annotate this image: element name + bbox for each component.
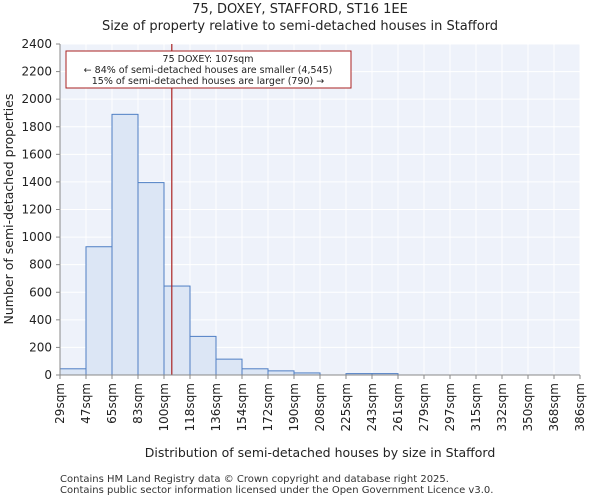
y-tick-label: 2000 — [21, 92, 52, 106]
x-tick-label: 47sqm — [79, 383, 93, 424]
x-tick-label: 368sqm — [547, 383, 561, 431]
bar-154sqm — [241, 368, 269, 376]
y-axis-label: Number of semi-detached properties — [1, 94, 16, 325]
histogram-chart: 75 DOXEY: 107sqm← 84% of semi-detached h… — [1, 37, 587, 460]
x-tick-label: 65sqm — [105, 383, 119, 424]
x-tick-label: 29sqm — [53, 383, 67, 424]
y-tick-label: 0 — [44, 368, 52, 382]
x-tick-label: 100sqm — [157, 383, 171, 431]
annotation-box — [65, 50, 352, 89]
y-tick-label: 1400 — [21, 175, 52, 189]
x-tick-label: 136sqm — [209, 383, 223, 431]
bar-47sqm — [85, 246, 113, 376]
x-axis-label: Distribution of semi-detached houses by … — [145, 445, 496, 460]
x-tick-label: 172sqm — [261, 383, 275, 431]
bar-172sqm — [267, 370, 295, 376]
y-tick-label: 800 — [29, 258, 52, 272]
bar-100sqm — [163, 285, 191, 376]
x-tick-label: 261sqm — [391, 383, 405, 431]
bar-65sqm — [111, 113, 139, 376]
x-tick-label: 279sqm — [417, 383, 431, 431]
y-tick-label: 1000 — [21, 230, 52, 244]
x-tick-label: 83sqm — [131, 383, 145, 424]
y-tick-label: 1200 — [21, 203, 52, 217]
x-tick-label: 332sqm — [495, 383, 509, 431]
annotation-line-3: 15% of semi-detached houses are larger (… — [92, 76, 325, 87]
x-tick-label: 225sqm — [339, 383, 353, 431]
x-tick-label: 297sqm — [443, 383, 457, 431]
chart-subtitle: Size of property relative to semi-detach… — [101, 19, 499, 34]
x-tick-label: 350sqm — [521, 383, 535, 431]
y-tick-label: 200 — [29, 340, 52, 354]
annotation-line-1: 75 DOXEY: 107sqm — [163, 54, 254, 65]
x-tick-label: 208sqm — [313, 383, 327, 431]
bar-118sqm — [189, 335, 217, 376]
x-tick-label: 118sqm — [183, 383, 197, 431]
footer-line-2: Contains public sector information licen… — [60, 485, 494, 496]
y-tick-label: 2400 — [21, 37, 52, 51]
footer-line-1: Contains HM Land Registry data © Crown c… — [60, 474, 449, 485]
x-tick-label: 243sqm — [365, 383, 379, 431]
bar-83sqm — [137, 182, 165, 376]
y-tick-label: 1800 — [21, 120, 52, 134]
y-tick-label: 2200 — [21, 65, 52, 79]
annotation-line-2: ← 84% of semi-detached houses are smalle… — [84, 65, 333, 76]
y-tick-label: 1600 — [21, 147, 52, 161]
x-tick-label: 315sqm — [469, 383, 483, 431]
x-tick-label: 386sqm — [573, 383, 587, 431]
bar-136sqm — [215, 358, 243, 376]
y-tick-label: 600 — [29, 285, 52, 299]
x-tick-label: 154sqm — [235, 383, 249, 431]
y-tick-label: 400 — [29, 313, 52, 327]
bar-29sqm — [59, 368, 87, 376]
chart-title: 75, DOXEY, STAFFORD, ST16 1EE — [192, 2, 408, 17]
x-tick-label: 190sqm — [287, 383, 301, 431]
